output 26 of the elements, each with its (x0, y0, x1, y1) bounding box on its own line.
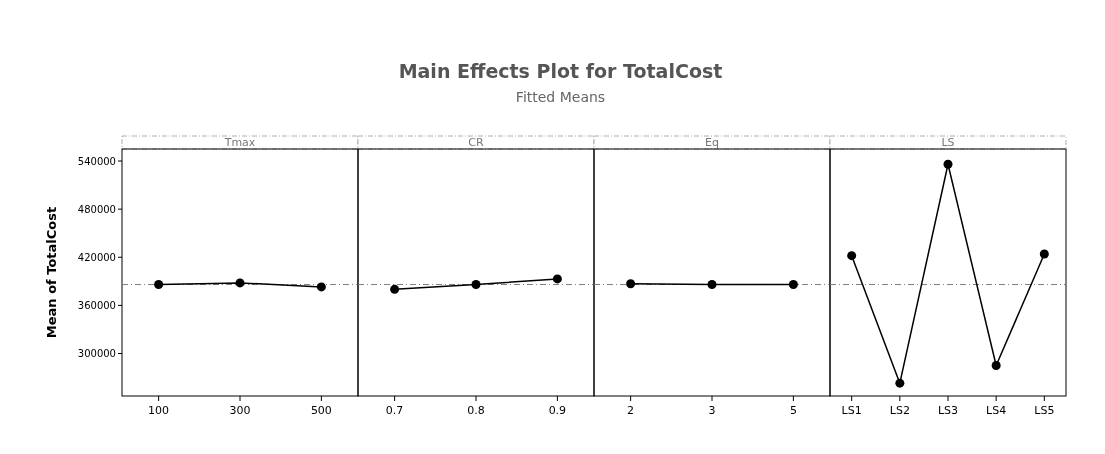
x-tick-label: 0.8 (467, 404, 485, 417)
x-tick-label: 500 (310, 404, 332, 417)
x-axis-title: LS (941, 136, 955, 149)
y-tick-label: 420000 (77, 252, 116, 264)
y-tick-label: 540000 (77, 156, 116, 168)
y-tick-label: 360000 (77, 300, 116, 312)
x-tick-label: LS5 (1034, 404, 1055, 417)
x-tick-label: LS1 (841, 404, 862, 417)
y-tick-label: 300000 (77, 348, 116, 360)
x-tick-label: LS2 (889, 404, 910, 417)
y-tick-label: 480000 (77, 204, 116, 216)
x-tick-label: LS3 (937, 404, 959, 417)
x-tick-label: 300 (229, 404, 251, 417)
x-tick-label: LS4 (986, 404, 1007, 417)
chart-subtitle: Fitted Means (515, 89, 606, 105)
x-axis-title: CR (468, 136, 485, 149)
x-tick-label: 2 (627, 404, 635, 417)
x-tick-label: 100 (148, 404, 170, 417)
x-axis-title: Tmax (223, 136, 256, 149)
x-tick-label: 0.9 (548, 404, 567, 417)
chart-title: Main Effects Plot for TotalCost (398, 60, 723, 82)
x-axis-title: Eq (705, 136, 719, 149)
y-axis-title: Mean of TotalCost (44, 206, 59, 339)
x-tick-label: 5 (789, 404, 797, 417)
x-tick-label: 0.7 (385, 404, 404, 417)
x-tick-label: 3 (708, 404, 716, 417)
